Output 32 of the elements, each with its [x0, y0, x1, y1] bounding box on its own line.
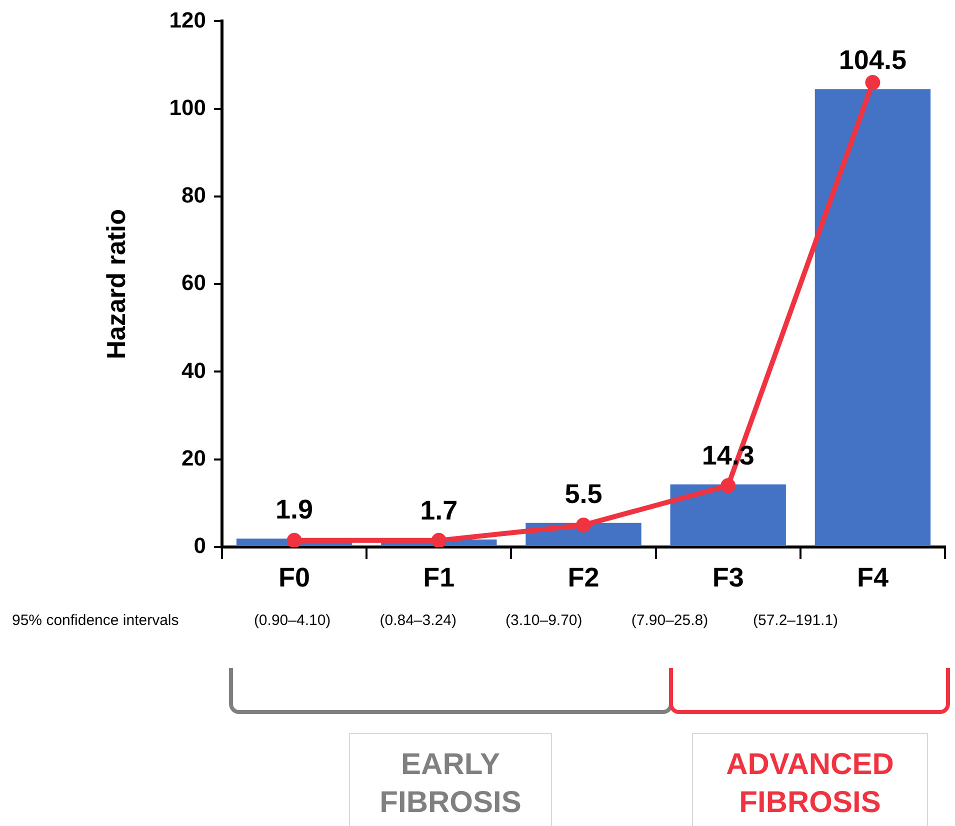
x-tick-label: F2 — [568, 562, 600, 593]
text: (0.90–4.10) — [254, 612, 331, 630]
y-tick-label: 100 — [169, 94, 206, 120]
y-axis-title: Hazard ratio — [100, 208, 131, 360]
point — [865, 75, 880, 90]
text: (0.84–3.24) — [380, 612, 456, 630]
point — [720, 478, 736, 494]
data-label: 1.9 — [276, 494, 314, 525]
x-tick-label: F0 — [278, 562, 310, 593]
y-tick-label: 0 — [194, 533, 206, 558]
text: (57.2–191.1) — [752, 612, 838, 630]
y-tick-label: 40 — [182, 358, 206, 383]
x-tick-label: F3 — [712, 562, 744, 593]
data-label: 5.5 — [564, 478, 602, 509]
y-tick-label: 60 — [182, 270, 206, 296]
x-tick-label: F4 — [856, 562, 888, 593]
y-tick-label: 80 — [182, 182, 206, 208]
point — [431, 532, 446, 547]
bar — [670, 484, 786, 546]
text: EARLY FIBROSIS — [349, 733, 552, 826]
point — [286, 532, 302, 547]
data-label: 104.5 — [838, 45, 906, 76]
x-tick-label: F1 — [423, 562, 455, 593]
text: ADVANCED FIBROSIS — [692, 733, 928, 826]
text: (7.90–25.8) — [631, 612, 708, 630]
text: (3.10–9.70) — [506, 612, 582, 630]
y-tick-label: 120 — [169, 7, 206, 32]
point — [576, 518, 591, 533]
text: 95% confidence intervals — [12, 612, 179, 630]
bar — [814, 89, 931, 546]
y-tick-label: 20 — [182, 445, 206, 470]
data-label: 1.7 — [420, 496, 458, 526]
